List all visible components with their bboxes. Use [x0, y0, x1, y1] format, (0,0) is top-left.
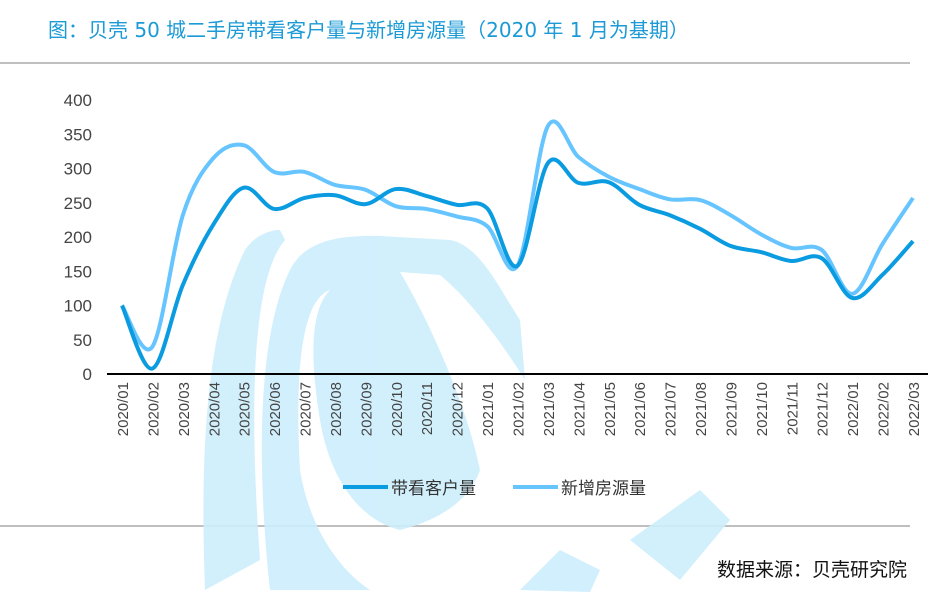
y-tick-label: 100 — [64, 297, 92, 316]
x-tick-label: 2020/09 — [358, 382, 375, 436]
chart-title: 图：贝壳 50 城二手房带看客户量与新增房源量（2020 年 1 月为基期） — [48, 18, 689, 42]
y-tick-label: 300 — [64, 160, 92, 179]
top-divider — [0, 62, 910, 64]
legend-label-2: 新增房源量 — [561, 479, 646, 499]
legend-label-1: 带看客户量 — [391, 479, 476, 499]
x-tick-label: 2021/03 — [541, 382, 558, 436]
y-tick-label: 400 — [64, 91, 92, 110]
y-tick-label: 350 — [64, 125, 92, 144]
x-tick-label: 2022/02 — [876, 382, 893, 436]
x-tick-label: 2020/10 — [389, 382, 406, 436]
x-tick-label: 2020/03 — [176, 382, 193, 436]
bottom-divider — [0, 525, 910, 527]
data-source: 数据来源：贝壳研究院 — [716, 559, 907, 581]
x-tick-label: 2021/02 — [511, 382, 528, 436]
y-tick-label: 250 — [64, 194, 92, 213]
y-tick-label: 50 — [73, 331, 92, 350]
x-tick-label: 2021/06 — [632, 382, 649, 436]
x-tick-label: 2020/02 — [145, 382, 162, 436]
x-tick-label: 2021/12 — [815, 382, 832, 436]
x-tick-label: 2022/03 — [906, 382, 923, 436]
x-tick-label: 2021/04 — [571, 382, 588, 436]
y-tick-label: 150 — [64, 262, 92, 281]
x-tick-label: 2021/01 — [480, 382, 497, 436]
x-tick-label: 2020/08 — [328, 382, 345, 436]
x-tick-label: 2020/01 — [115, 382, 132, 436]
watermark — [203, 230, 730, 592]
x-tick-label: 2020/05 — [237, 382, 254, 436]
x-tick-label: 2020/07 — [298, 382, 315, 436]
x-tick-label: 2020/04 — [206, 382, 223, 436]
x-tick-label: 2021/05 — [602, 382, 619, 436]
x-tick-label: 2020/06 — [267, 382, 284, 436]
x-tick-label: 2022/01 — [845, 382, 862, 436]
x-tick-label: 2021/10 — [754, 382, 771, 436]
x-tick-label: 2020/12 — [450, 382, 467, 436]
x-tick-label: 2021/07 — [663, 382, 680, 436]
x-tick-label: 2021/11 — [784, 382, 801, 435]
x-tick-label: 2021/08 — [693, 382, 710, 436]
y-tick-label: 0 — [83, 365, 92, 384]
x-tick-label: 2020/11 — [419, 382, 436, 435]
y-tick-label: 200 — [64, 228, 92, 247]
x-tick-label: 2021/09 — [723, 382, 740, 436]
